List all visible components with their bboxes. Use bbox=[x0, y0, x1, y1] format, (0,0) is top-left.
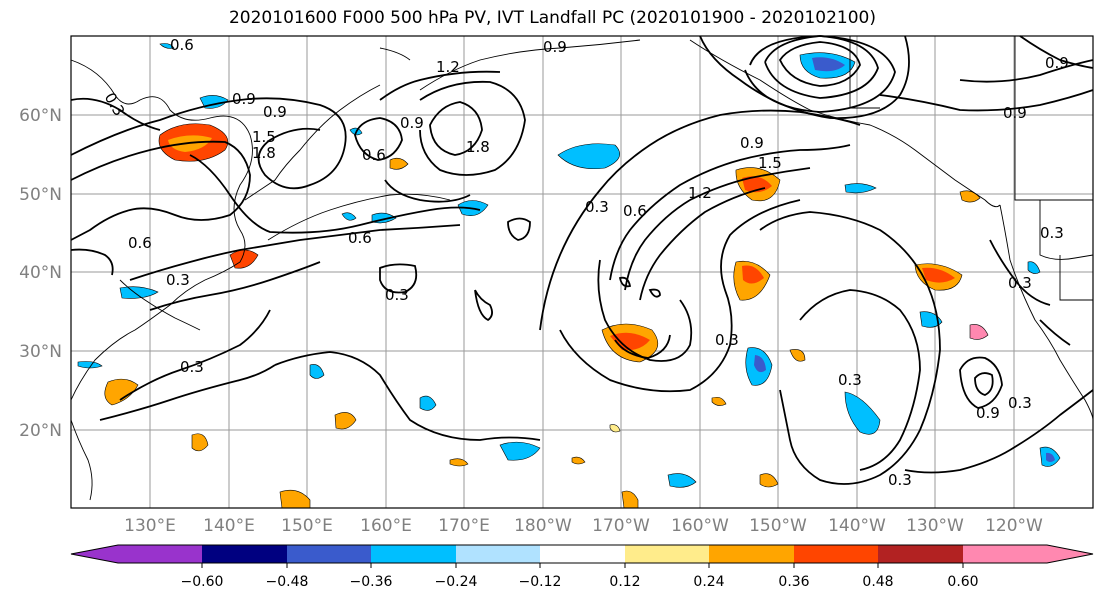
contour-label: 0.9 bbox=[263, 103, 287, 121]
colorbar-swatch bbox=[625, 545, 709, 563]
colorbar-tick-label: 0.60 bbox=[947, 574, 978, 590]
colorbar-swatch bbox=[794, 545, 878, 563]
contour-label: 0.9 bbox=[740, 134, 764, 152]
colorbar-tick-label: 0.48 bbox=[862, 574, 893, 590]
lon-label: 130°E bbox=[124, 516, 176, 536]
contour-label: 1.2 bbox=[688, 184, 712, 202]
lat-label: 30°N bbox=[19, 342, 62, 362]
colorbar-swatch bbox=[878, 545, 963, 563]
contour-label: 0.3 bbox=[1008, 274, 1032, 292]
contour-label: 1.8 bbox=[252, 144, 276, 162]
colorbar-swatch bbox=[963, 545, 1047, 563]
lon-label: 150°W bbox=[749, 516, 807, 536]
contour-label: 0.3 bbox=[166, 271, 190, 289]
lon-label: 120°W bbox=[985, 516, 1043, 536]
lon-label: 140°W bbox=[828, 516, 886, 536]
map-frame bbox=[70, 35, 1094, 509]
contour-labels: 0.6 0.9 0.3 0.9 1.5 1.8 0.6 0.9 1.2 1.8 … bbox=[101, 36, 1069, 489]
lon-label: 160°E bbox=[360, 516, 412, 536]
latitude-labels: 60°N 50°N 40°N 30°N 20°N bbox=[19, 106, 62, 441]
longitude-labels: 130°E 140°E 150°E 160°E 170°E 180°W 170°… bbox=[124, 516, 1043, 536]
lon-label: 130°W bbox=[906, 516, 964, 536]
map-panel: 0.6 0.9 0.3 0.9 1.5 1.8 0.6 0.9 1.2 1.8 … bbox=[70, 35, 1094, 509]
gridlines bbox=[71, 36, 1093, 508]
colorbar-tick-label: −0.12 bbox=[519, 574, 562, 590]
contour-label: 0.3 bbox=[585, 198, 609, 216]
colorbar-swatch bbox=[202, 545, 287, 563]
colorbar-tick-label: −0.60 bbox=[181, 574, 224, 590]
colorbar-swatch bbox=[456, 545, 540, 563]
coastlines bbox=[70, 36, 1094, 501]
lat-label: 40°N bbox=[19, 263, 62, 283]
lat-label: 20°N bbox=[19, 421, 62, 441]
contour-label: 0.6 bbox=[362, 146, 386, 164]
colorbar-tick-label: −0.48 bbox=[266, 574, 309, 590]
contour-label: 1.5 bbox=[252, 128, 276, 146]
contour-lines bbox=[70, 35, 1094, 485]
colorbar-tick-label: 0.12 bbox=[609, 574, 640, 590]
lon-label: 170°W bbox=[592, 516, 650, 536]
contour-label: 0.6 bbox=[348, 229, 372, 247]
contour-label: 0.3 bbox=[180, 358, 204, 376]
contour-label: 0.9 bbox=[976, 404, 1000, 422]
contour-label: 0.3 bbox=[715, 331, 739, 349]
contour-label: 1.8 bbox=[466, 138, 490, 156]
contour-label: 0.3 bbox=[1040, 224, 1064, 242]
colorbar-swatch bbox=[540, 545, 625, 563]
contour-label: 0.9 bbox=[400, 114, 424, 132]
lon-label: 170°E bbox=[438, 516, 490, 536]
colorbar-tick-label: −0.24 bbox=[435, 574, 478, 590]
contour-label: 0.6 bbox=[623, 202, 647, 220]
colorbar-extend-low bbox=[71, 545, 118, 563]
colorbar-tick-label: 0.36 bbox=[778, 574, 809, 590]
lat-label: 60°N bbox=[19, 106, 62, 126]
contour-label: 0.9 bbox=[1003, 104, 1027, 122]
contour-label: 0.6 bbox=[170, 36, 194, 54]
contour-label: 0.3 bbox=[838, 371, 862, 389]
colorbar-tick-label: −0.36 bbox=[350, 574, 393, 590]
colorbar-tick-label: 0.24 bbox=[693, 574, 724, 590]
contour-label: 0.9 bbox=[543, 38, 567, 56]
contour-label: 0.9 bbox=[1045, 54, 1069, 72]
colorbar-swatch bbox=[709, 545, 794, 563]
contour-label: 0.3 bbox=[385, 286, 409, 304]
contour-label: 0.3 bbox=[1008, 394, 1032, 412]
lon-label: 150°E bbox=[281, 516, 333, 536]
lon-label: 140°E bbox=[203, 516, 255, 536]
contour-label: 0.9 bbox=[232, 90, 256, 108]
contour-label: 0.6 bbox=[128, 234, 152, 252]
colorbar-swatch bbox=[118, 545, 202, 563]
lat-label: 50°N bbox=[19, 185, 62, 205]
contour-label: 1.5 bbox=[758, 154, 782, 172]
colorbar-extend-high bbox=[1047, 545, 1093, 563]
contour-label: 0.3 bbox=[888, 471, 912, 489]
colorbar-swatch bbox=[371, 545, 456, 563]
colorbar: −0.60 −0.48 −0.36 −0.24 −0.12 0.12 0.24 … bbox=[70, 544, 1094, 590]
contour-label: 1.2 bbox=[436, 58, 460, 76]
colorbar-swatch bbox=[287, 545, 371, 563]
lon-label: 160°W bbox=[671, 516, 729, 536]
lon-label: 180°W bbox=[514, 516, 572, 536]
map-title: 2020101600 F000 500 hPa PV, IVT Landfall… bbox=[228, 8, 876, 28]
